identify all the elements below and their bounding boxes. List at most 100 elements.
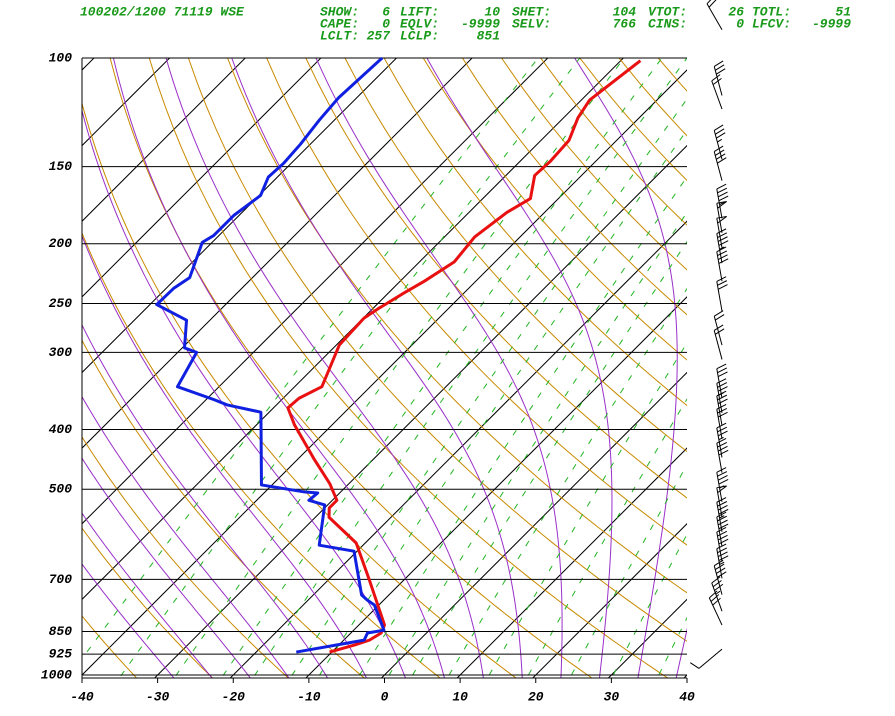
index-value: 51 (835, 4, 851, 19)
wind-barb (716, 246, 729, 282)
index-value: 766 (613, 16, 637, 31)
wind-barb (716, 363, 728, 399)
x-tick-label: 20 (528, 689, 544, 704)
moist-adiabat (426, 58, 613, 678)
wind-barb (716, 390, 728, 426)
index-name: CINS: (648, 16, 687, 31)
isotherm (607, 598, 687, 678)
index-value: 104 (613, 4, 637, 19)
index-name: LIFT: (400, 4, 439, 19)
mixing-ratio-line (118, 58, 581, 678)
mixing-ratio-line (173, 58, 625, 678)
index-name: VTOT: (648, 4, 687, 19)
dry-adiabat (383, 58, 687, 407)
temperature-profile (286, 59, 642, 654)
wind-barb (716, 228, 729, 264)
isotherm (229, 220, 687, 678)
dry-adiabat (657, 58, 687, 92)
index-name: SHOW: (320, 4, 359, 19)
moist-adiabat (165, 58, 484, 678)
index-value: 0 (736, 16, 744, 31)
dry-adiabat (776, 58, 895, 688)
dry-adiabat (736, 58, 895, 688)
index-value: 6 (382, 4, 390, 19)
wind-barb (713, 145, 727, 181)
y-tick-label: 850 (49, 624, 73, 639)
moist-adiabat (112, 58, 445, 678)
dry-adiabat (82, 231, 441, 678)
index-name: LCLP: (400, 28, 439, 43)
wind-barb (716, 404, 728, 439)
wind-barb (716, 526, 729, 562)
isotherm (82, 69, 687, 676)
moist-adiabat (82, 395, 290, 678)
dry-adiabat (148, 58, 669, 678)
index-value: -9999 (461, 16, 500, 31)
moist-adiabat (82, 457, 251, 678)
mixing-ratio-line (446, 287, 687, 678)
index-value: -9999 (812, 16, 851, 31)
background-lines (0, 58, 895, 688)
dry-adiabat (462, 58, 687, 316)
wind-barb (716, 215, 727, 248)
x-tick-label: 40 (679, 689, 695, 704)
mixing-ratio-line (82, 58, 539, 660)
dry-adiabat (422, 58, 687, 361)
y-tick-label: 250 (49, 296, 73, 311)
isotherm (82, 58, 549, 525)
index-name: CAPE: (320, 16, 359, 31)
wind-barb (716, 511, 729, 547)
y-tick-label: 700 (49, 572, 73, 587)
wind-barb (711, 576, 724, 612)
dry-adiabat (82, 527, 214, 678)
wind-barb (716, 438, 729, 473)
dry-adiabat (697, 58, 895, 688)
y-tick-label: 1000 (41, 667, 72, 682)
dry-adiabat (0, 58, 70, 688)
dry-adiabat (579, 58, 687, 182)
wind-barb (716, 183, 729, 219)
wind-barb (690, 648, 723, 669)
isotherm (532, 523, 687, 678)
moist-adiabat (82, 323, 329, 678)
wind-barb (716, 422, 728, 458)
index-value: 26 (728, 4, 744, 19)
x-tick-label: -10 (297, 689, 321, 704)
wind-barb (713, 559, 727, 595)
y-tick-label: 100 (49, 50, 73, 65)
index-name: TOTL: (752, 4, 791, 19)
dry-adiabat (815, 58, 895, 688)
dry-adiabat (305, 58, 687, 499)
dry-adiabat (82, 339, 366, 678)
moist-adiabat (574, 58, 678, 678)
isotherm (82, 58, 398, 374)
x-tick-label: -30 (146, 689, 170, 704)
dry-adiabat (227, 58, 687, 594)
dewpoint-profile (155, 56, 386, 654)
wind-barb (711, 74, 723, 110)
index-value: 851 (477, 28, 500, 43)
mixing-ratio-line (611, 533, 687, 678)
wind-barb (716, 378, 728, 413)
index-name: LFCV: (752, 16, 791, 31)
wind-barb (716, 497, 729, 532)
isotherm (82, 58, 246, 222)
y-tick-label: 300 (49, 345, 73, 360)
dry-adiabat (82, 436, 290, 678)
isotherm (380, 371, 687, 678)
mixing-ratio-line (486, 342, 687, 678)
index-name: LCLT: (320, 28, 359, 43)
index-value: 0 (382, 16, 390, 31)
station-header: 100202/1200 71119 WSE (80, 4, 245, 19)
dry-adiabat (344, 58, 687, 453)
isotherm (82, 58, 322, 298)
wind-barb (713, 324, 725, 360)
mixing-ratio-line (317, 129, 687, 678)
wind-barb (716, 485, 727, 518)
x-tick-label: -20 (222, 689, 246, 704)
isotherm (82, 58, 95, 71)
y-tick-label: 925 (49, 647, 73, 662)
y-tick-label: 400 (49, 422, 73, 437)
